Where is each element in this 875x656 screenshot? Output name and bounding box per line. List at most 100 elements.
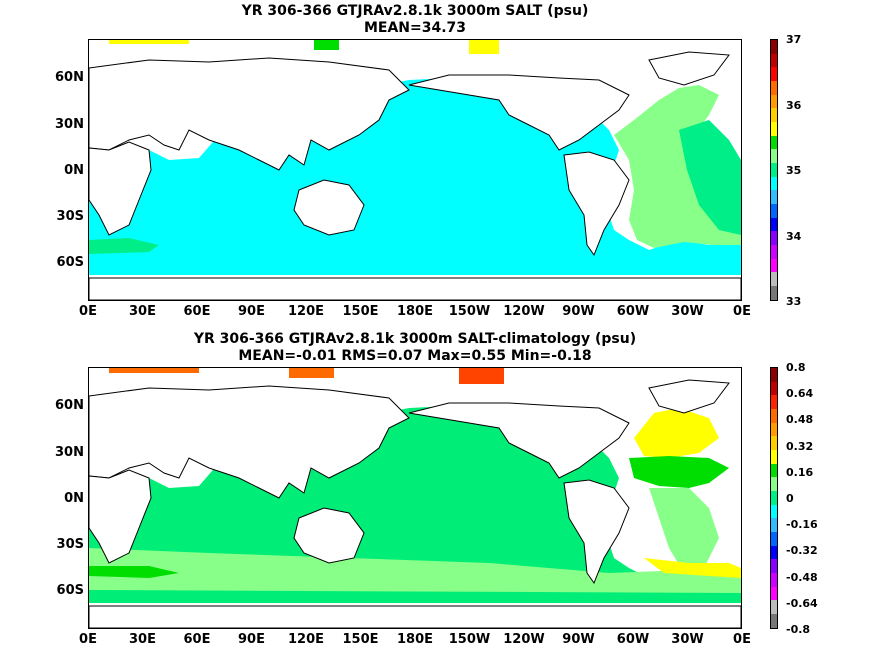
panel1-ylab-60s: 60S	[56, 255, 84, 270]
panel2-colorbar-swatch	[771, 518, 777, 533]
panel2-colorbar-label: 0.32	[786, 439, 814, 453]
panel1-colorbar-swatch	[771, 190, 777, 205]
panel2-ylab-60n: 60N	[55, 398, 84, 413]
panel2-colorbar-swatch	[771, 381, 777, 396]
panel2-ylab-30s: 30S	[56, 537, 84, 552]
panel1-xlab-8: 120W	[503, 304, 545, 319]
panel1-xlab-6: 180E	[396, 304, 434, 319]
panel2-xlab-9: 90W	[562, 632, 595, 647]
panel2-map	[88, 367, 742, 629]
panel2-colorbar-label: 0	[786, 492, 794, 505]
panel2-xlab-5: 150E	[342, 632, 379, 647]
panel1-colorbar-swatch	[771, 286, 777, 300]
panel2-colorbar-swatch	[771, 600, 777, 615]
panel2-colorbar-swatch	[771, 436, 777, 451]
panel2-colorbar-label: -0.8	[786, 623, 811, 636]
panel1-colorbar-swatch	[771, 67, 777, 82]
panel2-colorbar-swatch	[771, 409, 777, 423]
panel1-ylab-30s: 30S	[56, 209, 84, 224]
panel2-colorbar-swatch	[771, 422, 777, 437]
panel2-colorbar	[770, 367, 778, 629]
panel2-colorbar-swatch	[771, 463, 777, 478]
panel2-ylab-30n: 30N	[55, 445, 84, 460]
panel2-colorbar-swatch	[771, 368, 777, 382]
panel2-xlab-12: 0E	[733, 632, 751, 647]
panel1-colorbar-swatch	[771, 135, 777, 150]
panel2-colorbar-label: 0.48	[786, 413, 814, 427]
panel2-xlab-4: 120E	[287, 632, 325, 647]
panel1-xlab-4: 120E	[287, 304, 325, 319]
panel1-colorbar-swatch	[771, 204, 777, 218]
panel1-ylab-30n: 30N	[55, 117, 84, 132]
panel2-colorbar-swatch	[771, 614, 777, 628]
panel2-title: YR 306-366 GTJRAv2.8.1k 3000m SALT-clima…	[193, 331, 637, 347]
panel1-xlab-3: 90E	[238, 304, 265, 319]
panel1-xlab-5: 150E	[342, 304, 379, 319]
panel1-map-svg	[89, 40, 741, 300]
panel1-colorbar-swatch	[771, 53, 777, 68]
panel1-xlab-2: 60E	[183, 304, 211, 319]
panel1-title: YR 306-366 GTJRAv2.8.1k 3000m SALT (psu)	[241, 3, 589, 19]
panel1-map	[88, 39, 742, 301]
panel1-colorbar-label: 37	[786, 33, 802, 46]
panel1-colorbar-swatch	[771, 122, 777, 136]
panel2-xlab-1: 30E	[129, 632, 156, 647]
panel1-colorbar-label: 35	[786, 164, 802, 177]
panel1-colorbar-swatch	[771, 231, 777, 246]
panel1-subtitle: MEAN=34.73	[363, 20, 467, 36]
panel1-xlab-9: 90W	[562, 304, 595, 319]
panel1-colorbar-label: 36	[786, 98, 802, 112]
panel2-xlab-10: 60W	[616, 632, 650, 647]
panel1-colorbar-swatch	[771, 272, 777, 287]
panel1-colorbar-label: 33	[786, 295, 802, 308]
panel2-colorbar-label: -0.48	[786, 570, 818, 584]
panel2-colorbar-label: -0.16	[786, 518, 818, 532]
panel1-xlab-11: 30W	[671, 304, 704, 319]
panel2-xlab-6: 180E	[396, 632, 434, 647]
panel1-xlab-0: 0E	[79, 304, 97, 319]
panel1-colorbar-swatch	[771, 217, 777, 232]
panel1-colorbar-swatch	[771, 258, 777, 273]
panel2-colorbar-label: 0.64	[786, 387, 814, 401]
panel1-colorbar-swatch	[771, 149, 777, 164]
panel1-colorbar-swatch	[771, 81, 777, 95]
panel2-colorbar-swatch	[771, 545, 777, 560]
panel1-xlab-1: 30E	[129, 304, 156, 319]
panel2-colorbar-label: 0.16	[786, 465, 814, 479]
panel1-xlab-10: 60W	[616, 304, 650, 319]
panel2-colorbar-swatch	[771, 573, 777, 587]
panel2-colorbar-swatch	[771, 395, 777, 410]
panel2-colorbar-label: 0.8	[786, 361, 806, 374]
panel2-ylab-60s: 60S	[56, 583, 84, 598]
panel2-xlab-3: 90E	[238, 632, 265, 647]
panel2-subtitle: MEAN=-0.01 RMS=0.07 Max=0.55 Min=-0.18	[238, 348, 592, 364]
panel2-colorbar-swatch	[771, 586, 777, 601]
panel1-ylab-60n: 60N	[55, 70, 84, 85]
panel2-xlab-7: 150W	[448, 632, 491, 647]
panel2-ylab-0n: 0N	[64, 491, 84, 506]
panel1-colorbar-swatch	[771, 40, 777, 54]
panel2-colorbar-swatch	[771, 491, 777, 505]
panel1-colorbar-swatch	[771, 176, 777, 191]
panel2-xlab-2: 60E	[183, 632, 211, 647]
panel2-colorbar-label: -0.32	[786, 544, 818, 558]
panel2-colorbar-swatch	[771, 532, 777, 546]
panel1-colorbar	[770, 39, 778, 301]
panel1-ylab-0n: 0N	[64, 163, 84, 178]
panel2-colorbar-swatch	[771, 450, 777, 464]
panel1-colorbar-swatch	[771, 245, 777, 259]
panel1-colorbar-swatch	[771, 108, 777, 123]
panel2-map-svg	[89, 368, 741, 628]
panel1-colorbar-swatch	[771, 94, 777, 109]
panel1-xlab-12: 0E	[733, 304, 751, 319]
panel2-colorbar-label: -0.64	[786, 596, 818, 610]
panel2-colorbar-swatch	[771, 504, 777, 519]
panel1-xlab-7: 150W	[448, 304, 491, 319]
panel2-xlab-8: 120W	[503, 632, 545, 647]
panel2-colorbar-swatch	[771, 559, 777, 574]
panel2-colorbar-swatch	[771, 477, 777, 492]
panel2-xlab-0: 0E	[79, 632, 97, 647]
panel1-colorbar-label: 34	[786, 229, 802, 243]
panel2-xlab-11: 30W	[671, 632, 704, 647]
panel1-colorbar-swatch	[771, 163, 777, 177]
